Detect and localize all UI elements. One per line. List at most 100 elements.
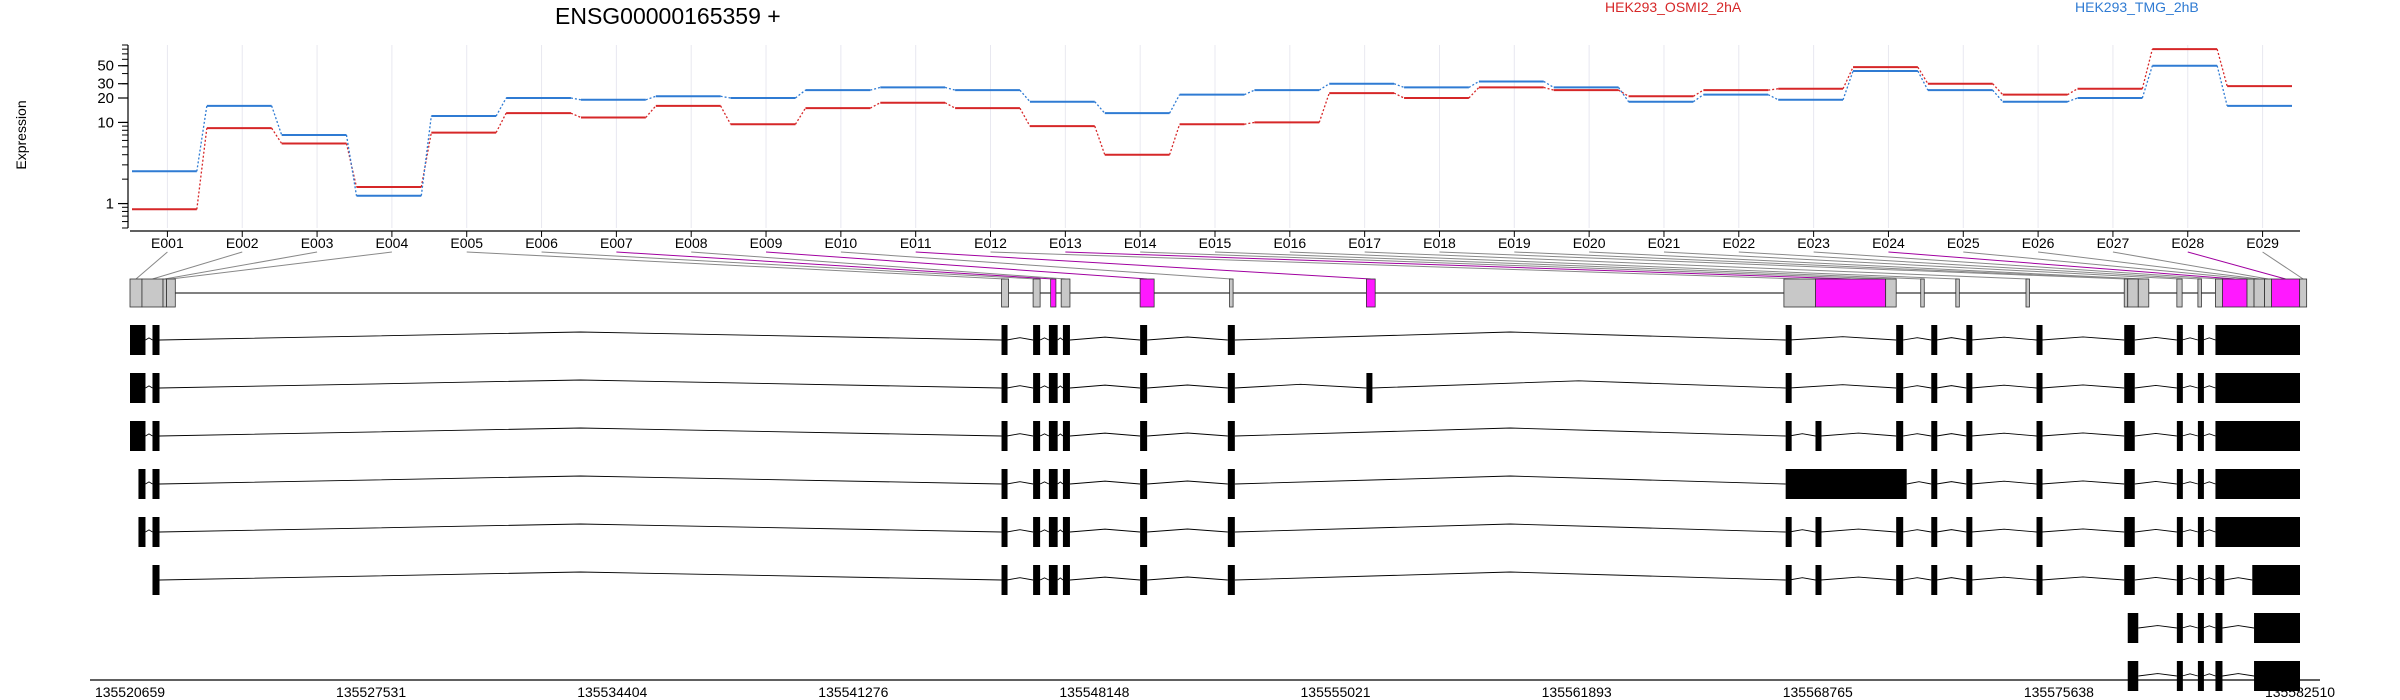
series-connector	[645, 95, 657, 101]
exon-connector	[1065, 251, 1851, 280]
gene-model-exon	[2137, 278, 2150, 308]
series-connector	[1318, 92, 1330, 123]
transcript-exon	[152, 517, 160, 547]
exon-connector	[1289, 251, 1958, 280]
series-connector	[495, 112, 507, 133]
intron-line	[2134, 385, 2177, 389]
exon-tick-label: E022	[1722, 235, 1755, 251]
intron-line	[2203, 577, 2216, 581]
series-connector	[869, 102, 881, 109]
intron-line	[1069, 384, 1141, 389]
exon-connector	[840, 251, 1232, 280]
transcript-exon	[1785, 517, 1792, 547]
transcript-exon	[1048, 325, 1058, 355]
intron-line	[145, 529, 153, 533]
exon-axis: E001 E002 E003 E004 E005 E006 E007 E008 E009 E010…	[130, 230, 2300, 251]
transcript-exon	[2036, 373, 2043, 403]
transcript-exon	[152, 325, 160, 355]
intron-line	[1069, 528, 1141, 533]
intron-line	[2041, 480, 2125, 485]
gene-model-exon	[2127, 278, 2139, 308]
transcript-exon	[2124, 373, 2135, 403]
transcript-exon	[2176, 565, 2183, 595]
transcript-exon	[152, 565, 160, 595]
y-tick-label: 1	[106, 196, 114, 213]
transcript-exon	[1062, 325, 1070, 355]
exon-connector	[164, 251, 318, 280]
coordinate-tick-label: 135527531	[336, 684, 406, 700]
exon-tick-label: E017	[1348, 235, 1381, 251]
transcript-exon	[1785, 565, 1792, 595]
series-connector	[1019, 107, 1031, 127]
gene-model-exon	[129, 278, 143, 308]
exon-tick-label: E006	[525, 235, 558, 251]
exon-tick-label: E001	[151, 235, 184, 251]
legend-entry-osmi2: HEK293_OSMI2_2hA	[1605, 0, 1742, 15]
intron-line	[145, 337, 153, 341]
transcript-exon	[1062, 373, 1070, 403]
intron-line	[1820, 528, 1897, 533]
intron-line	[1936, 577, 1967, 581]
series-connector	[196, 105, 208, 172]
gene-model-exon	[2176, 278, 2183, 308]
intron-line	[2181, 577, 2199, 581]
exon-connector	[135, 251, 168, 280]
transcript-exon	[1966, 517, 1973, 547]
transcript-exon	[2197, 421, 2204, 451]
intron-line	[1147, 336, 1228, 341]
transcript-exon	[1966, 469, 1973, 499]
transcript-exon	[2197, 469, 2204, 499]
intron-line	[1006, 577, 1034, 581]
exon-connector	[170, 251, 392, 280]
intron-line	[2134, 577, 2177, 581]
transcript-exon	[1785, 421, 1792, 451]
series-connector	[1693, 89, 1704, 97]
exon-tick-label: E008	[675, 235, 708, 251]
transcript-2	[130, 373, 2300, 403]
exon-connector	[2187, 251, 2286, 280]
exon-tick-label: E013	[1049, 235, 1082, 251]
intron-line	[1971, 528, 2037, 533]
exon-tick-label: E002	[226, 235, 259, 251]
transcript-exon	[1033, 565, 1041, 595]
transcript-exon	[1001, 325, 1008, 355]
series-connector	[196, 128, 208, 210]
exon-connectors	[135, 251, 2304, 280]
transcript-exon	[2254, 661, 2300, 691]
exon-connector	[152, 251, 243, 280]
intron-line	[1971, 576, 2037, 581]
transcript-exon	[2254, 613, 2300, 643]
intron-line	[2203, 529, 2216, 533]
transcript-exon	[138, 517, 146, 547]
transcript-exon	[2036, 421, 2043, 451]
intron-line	[1936, 385, 1967, 389]
intron-line	[1147, 528, 1228, 533]
exon-connector	[1439, 251, 2127, 280]
exon-tick-label: E025	[1947, 235, 1980, 251]
intron-line	[1039, 433, 1050, 437]
intron-line	[1789, 336, 1897, 341]
transcript-exon	[2176, 469, 2183, 499]
intron-line	[2203, 673, 2216, 677]
intron-line	[1069, 576, 1141, 581]
intron-line	[2181, 529, 2199, 533]
intron-line	[1039, 337, 1050, 341]
series-1	[132, 48, 2292, 211]
exon-tick-label: E027	[2097, 235, 2130, 251]
gene-model-exon	[1783, 278, 1816, 308]
transcript-exon	[1062, 469, 1070, 499]
intron-line	[1057, 481, 1064, 485]
y-tick-label: 20	[97, 90, 114, 107]
y-tick-label: 50	[97, 58, 114, 75]
exon-connector	[1663, 251, 2180, 280]
intron-line	[2181, 481, 2199, 485]
series-connector	[1468, 86, 1480, 99]
series-connector	[1094, 101, 1106, 114]
exon-connector	[1813, 251, 2219, 280]
transcript-exon	[1140, 421, 1148, 451]
intron-line	[2222, 625, 2255, 629]
transcript-8	[2127, 661, 2300, 691]
intron-line	[1069, 336, 1141, 341]
series-connector	[1767, 94, 1779, 101]
transcript-exon	[2215, 421, 2300, 451]
